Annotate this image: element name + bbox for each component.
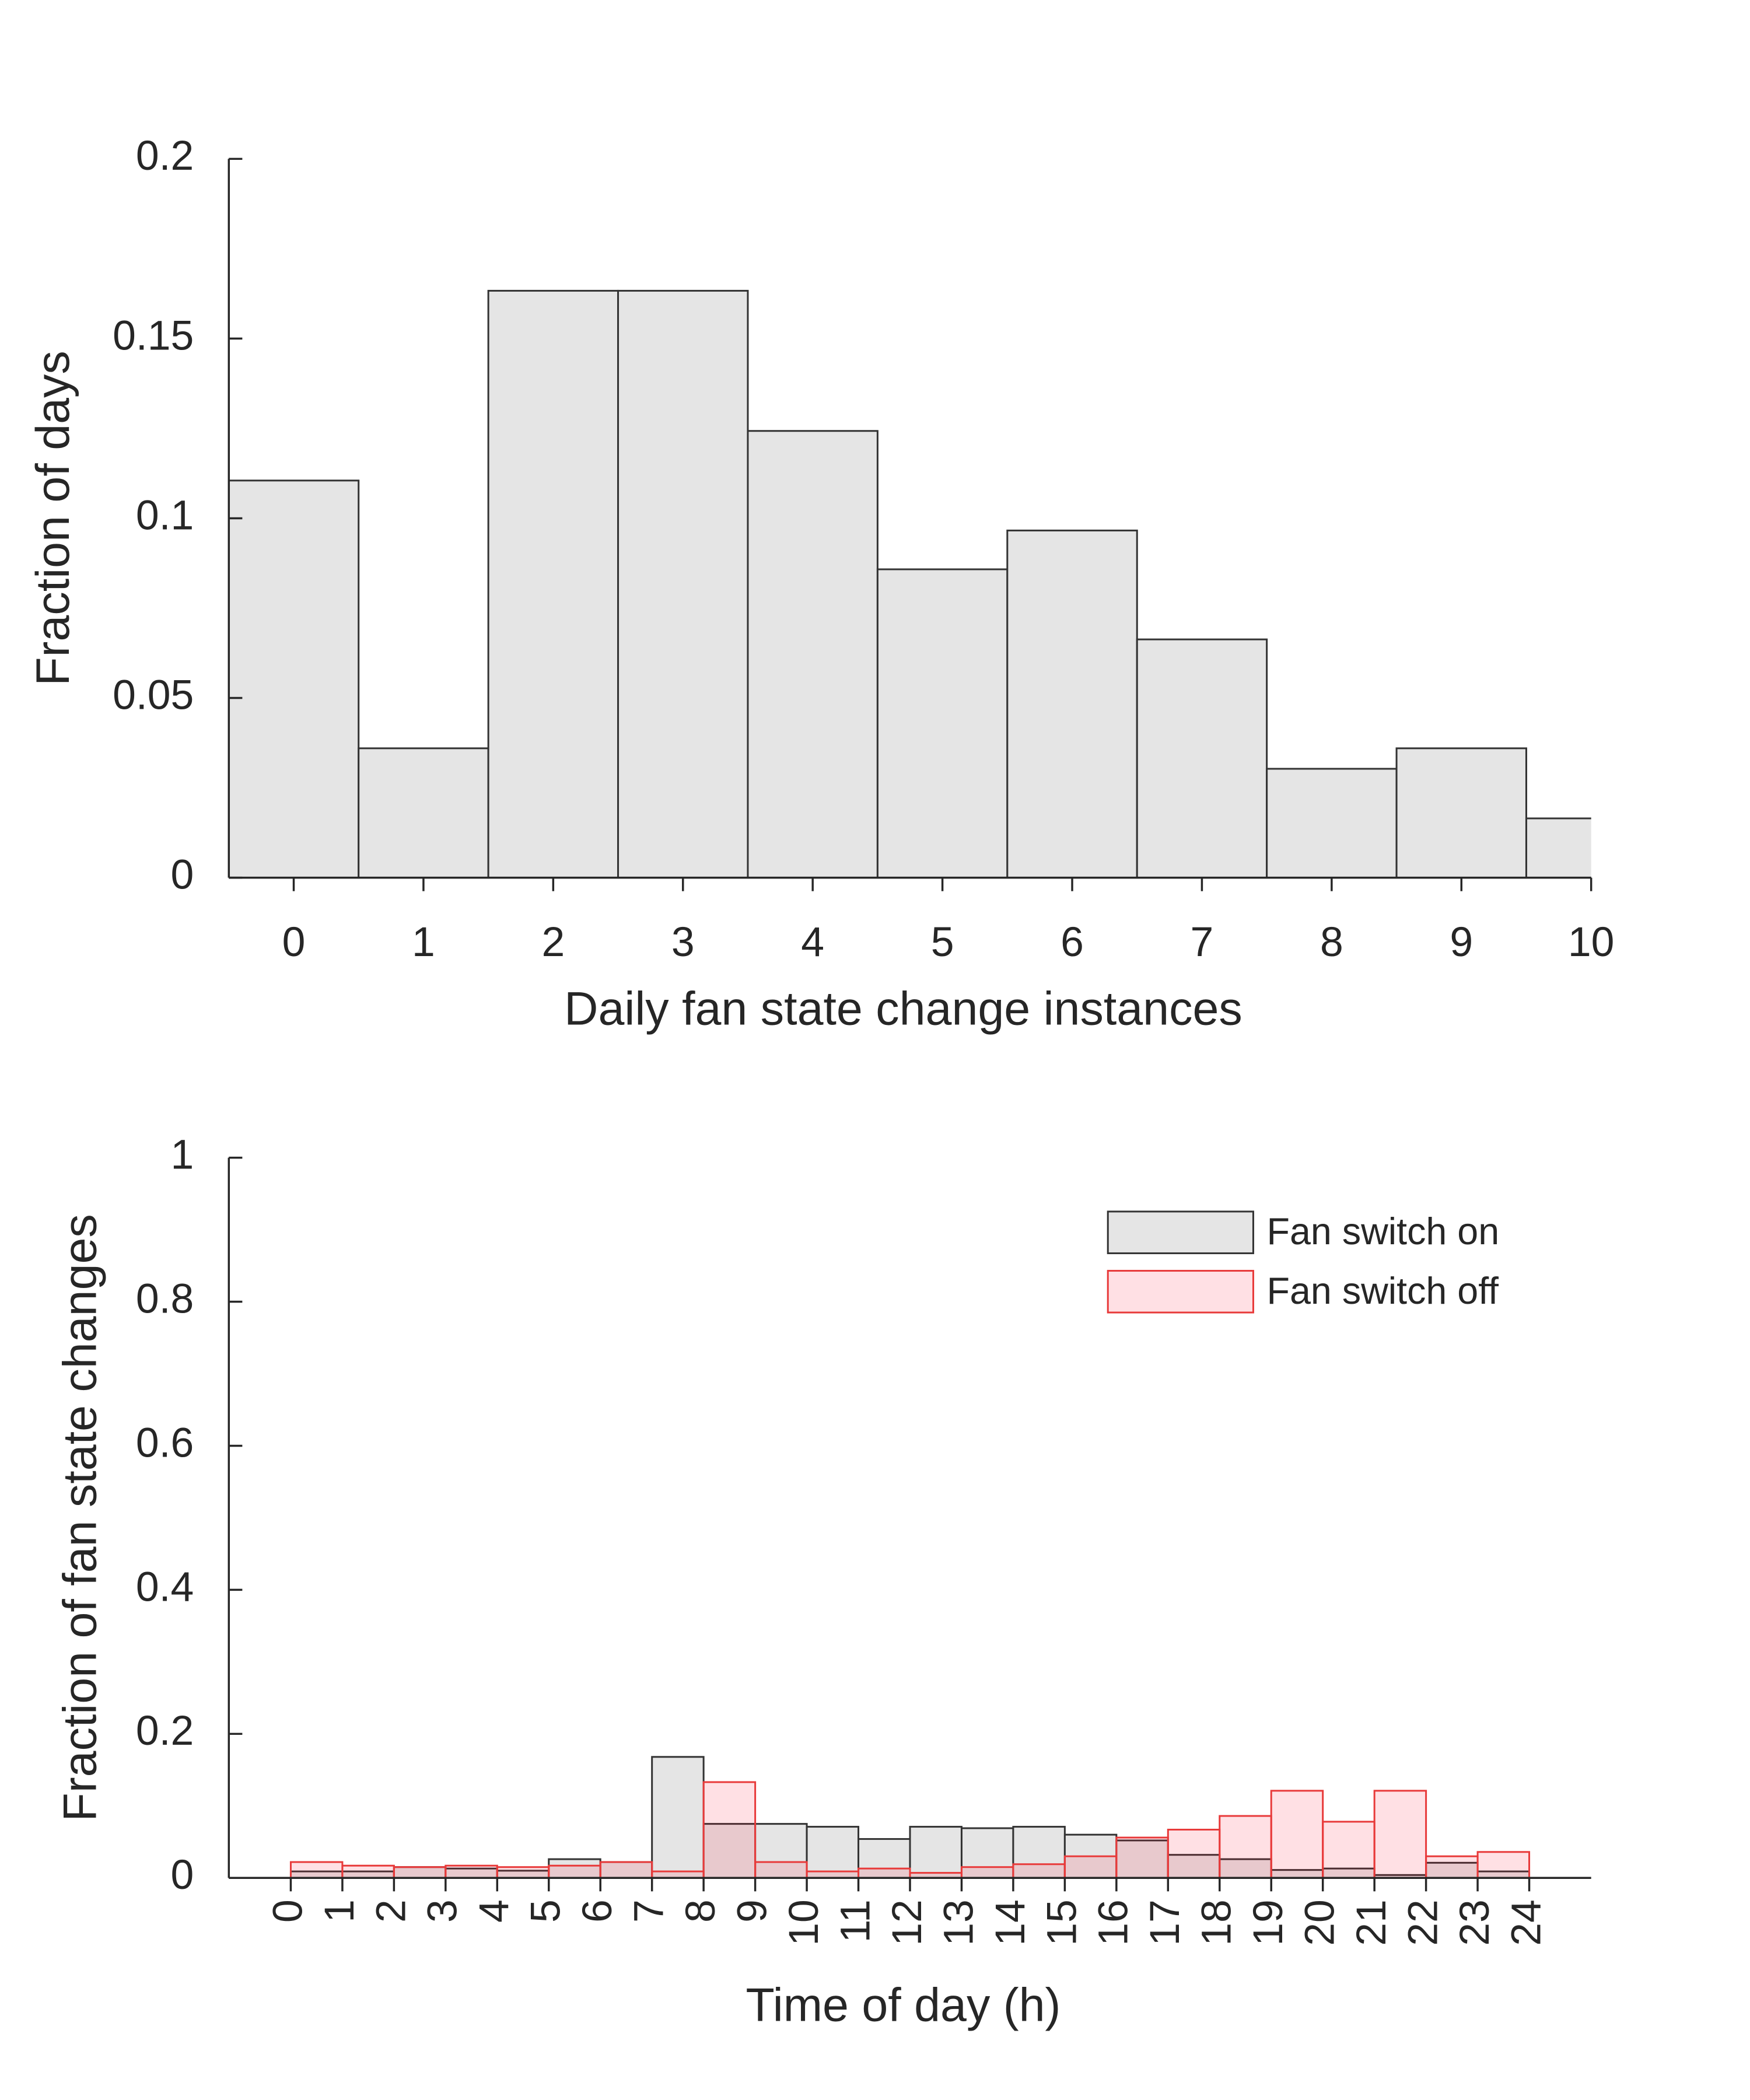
x-axis-label: Daily fan state change instances	[564, 983, 1242, 1035]
bar	[358, 747, 489, 878]
x-tick-label: 10	[780, 1899, 827, 1946]
x-tick-label: 4	[801, 919, 824, 965]
bar	[1012, 1863, 1066, 1878]
y-tick-label: 0.2	[136, 132, 194, 179]
x-tick-label: 0	[282, 919, 306, 965]
bar	[1425, 1855, 1479, 1878]
bar	[496, 1866, 550, 1878]
x-tick-label: 4	[471, 1899, 517, 1923]
x-tick-label: 12	[884, 1899, 930, 1946]
x-tick-label: 3	[419, 1899, 466, 1923]
plot-area	[289, 1756, 1531, 1878]
bar	[444, 1864, 498, 1878]
x-tick-label: 23	[1451, 1899, 1498, 1946]
x-tick-label: 7	[1191, 919, 1214, 965]
bar	[1322, 1821, 1376, 1878]
bar	[548, 1864, 601, 1878]
bar	[1006, 529, 1138, 878]
y-tick-label: 1	[171, 1132, 194, 1178]
x-tick-label: 20	[1297, 1899, 1343, 1946]
bar	[487, 289, 620, 878]
x-tick-label: 2	[541, 919, 565, 965]
x-tick-label: 8	[1320, 919, 1343, 965]
y-tick-label: 0.15	[113, 312, 194, 359]
bar	[229, 480, 360, 878]
bar	[1167, 1829, 1221, 1878]
x-tick-label: 0	[264, 1899, 311, 1923]
x-tick-label: 9	[1450, 919, 1473, 965]
y-tick-label: 0.1	[136, 492, 194, 538]
y-tick-label: 0	[171, 1852, 194, 1898]
x-tick-label: 19	[1245, 1899, 1292, 1946]
x-tick-label: 21	[1348, 1899, 1395, 1946]
x-tick-label: 9	[729, 1899, 776, 1923]
bar	[1373, 1790, 1427, 1878]
x-tick-label: 1	[412, 919, 435, 965]
bar	[1266, 768, 1398, 878]
y-tick-label: 0.8	[136, 1275, 194, 1322]
x-tick-label: 22	[1400, 1899, 1447, 1946]
bar	[747, 430, 878, 878]
legend-swatch	[1107, 1269, 1254, 1314]
bar	[1425, 1861, 1479, 1878]
bar	[960, 1866, 1014, 1878]
x-tick-label: 5	[931, 919, 954, 965]
y-tick-label: 0.2	[136, 1707, 194, 1754]
x-tick-label: 10	[1568, 919, 1615, 965]
bar	[876, 568, 1009, 878]
bar	[1115, 1836, 1169, 1878]
legend-label: Fan switch on	[1267, 1210, 1500, 1252]
x-tick-label: 6	[1060, 919, 1084, 965]
y-tick-label: 0.4	[136, 1563, 194, 1610]
bar	[702, 1781, 757, 1878]
bar	[1395, 747, 1527, 878]
bar	[1012, 1826, 1066, 1878]
x-tick-label: 11	[832, 1899, 878, 1943]
x-tick-label: 2	[368, 1899, 414, 1923]
bar	[1476, 1851, 1531, 1878]
x-tick-label: 6	[574, 1899, 621, 1923]
x-tick-label: 16	[1090, 1899, 1137, 1946]
legend-swatch	[1107, 1210, 1254, 1254]
bar	[651, 1756, 705, 1878]
x-tick-label: 8	[677, 1899, 724, 1923]
x-tick-label: 24	[1503, 1899, 1549, 1946]
plot-area	[229, 289, 1591, 878]
x-tick-label: 17	[1142, 1899, 1188, 1946]
x-tick-label: 18	[1194, 1899, 1240, 1946]
bar	[858, 1867, 911, 1878]
y-tick-label: 0.05	[113, 671, 194, 718]
x-tick-label: 13	[935, 1899, 982, 1946]
bar	[393, 1866, 447, 1878]
x-tick-label: 1	[316, 1899, 363, 1923]
x-tick-label: 5	[523, 1899, 569, 1923]
x-tick-label: 7	[626, 1899, 673, 1923]
x-tick-label: 15	[1038, 1899, 1085, 1946]
bar	[341, 1864, 395, 1878]
bar	[289, 1861, 344, 1878]
bar	[1219, 1815, 1272, 1878]
y-axis-label: Fraction of fan state changes	[54, 1214, 106, 1821]
x-tick-label: 3	[671, 919, 695, 965]
bar	[1136, 638, 1268, 878]
bar	[754, 1861, 808, 1878]
bar	[1525, 817, 1591, 878]
bar	[806, 1826, 860, 1878]
legend-label: Fan switch off	[1267, 1270, 1499, 1312]
bar	[1270, 1790, 1324, 1878]
x-axis-label: Time of day (h)	[746, 1979, 1060, 2031]
y-tick-label: 0	[171, 852, 194, 898]
y-tick-label: 0.6	[136, 1419, 194, 1466]
y-axis-label: Fraction of days	[27, 351, 79, 685]
bar	[617, 289, 749, 878]
bar	[909, 1826, 963, 1878]
bar	[1063, 1855, 1118, 1878]
bar	[858, 1838, 911, 1878]
bar	[599, 1861, 653, 1878]
x-tick-label: 14	[987, 1899, 1034, 1946]
